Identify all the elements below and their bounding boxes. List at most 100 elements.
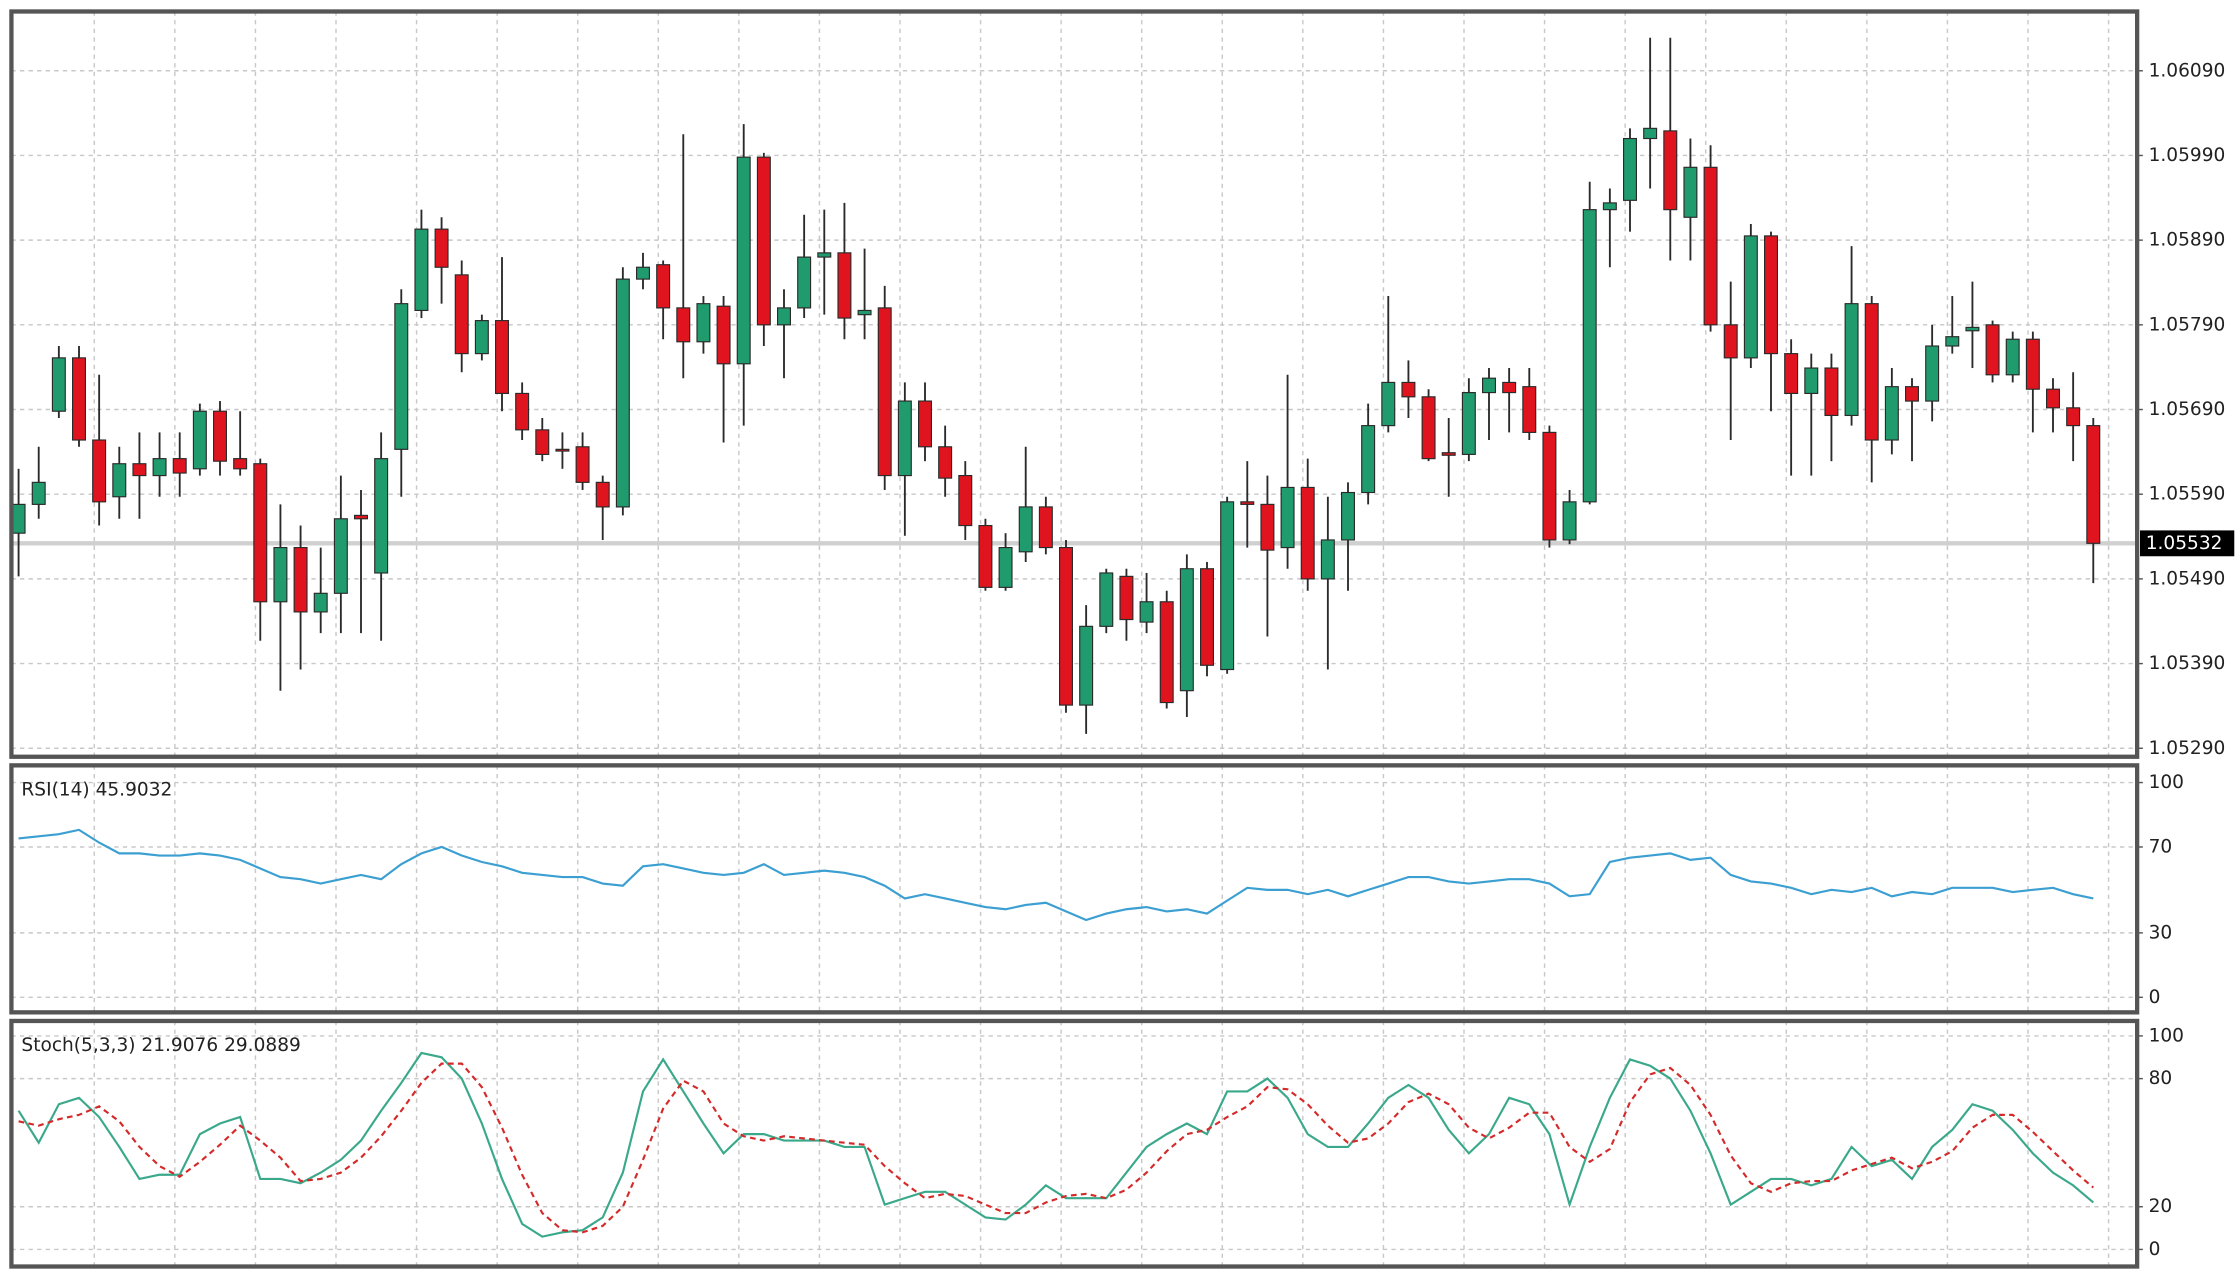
- candle-body: [1079, 625, 1094, 706]
- candle-body: [1763, 235, 1778, 355]
- candle-body: [918, 400, 932, 448]
- marks-layer: [11, 37, 2101, 1238]
- candle-body: [1381, 381, 1396, 427]
- candle-body: [2066, 407, 2081, 427]
- candle-body: [293, 546, 308, 613]
- candle-body: [1502, 381, 1517, 394]
- candle-body: [857, 309, 872, 316]
- candle-body: [716, 305, 731, 365]
- candle-body: [696, 303, 711, 343]
- candle-body: [2045, 388, 2060, 409]
- y-tick-label: 70: [2149, 836, 2173, 857]
- candle-body: [1038, 506, 1053, 549]
- candle-body: [676, 307, 691, 343]
- candle-body: [515, 392, 530, 431]
- candle-body: [1784, 353, 1799, 395]
- candle-body: [1542, 431, 1557, 541]
- candle-body: [414, 228, 429, 312]
- candle-body: [1461, 392, 1476, 455]
- candle-body: [1884, 386, 1899, 441]
- candle-body: [1280, 486, 1295, 549]
- stoch-panel: [9, 1018, 2140, 1269]
- y-tick-label: 1.06090: [2149, 60, 2226, 81]
- y-tick-label: 1.05790: [2149, 314, 2226, 335]
- candle-body: [1320, 539, 1335, 580]
- candle-body: [253, 463, 268, 603]
- candle-body: [2005, 338, 2020, 376]
- y-tick-label: 1.05290: [2149, 738, 2226, 759]
- candle-body: [1925, 345, 1940, 402]
- candle-body: [1703, 166, 1718, 326]
- candle-body: [1139, 601, 1154, 623]
- candle-body: [1361, 425, 1376, 494]
- candle-body: [454, 274, 469, 355]
- candle-body: [1200, 568, 1215, 666]
- candle-body: [2025, 338, 2040, 390]
- candle-body: [656, 264, 671, 309]
- candle-body: [1985, 324, 2000, 376]
- candle-body: [1602, 202, 1617, 211]
- rsi-panel: [9, 763, 2140, 1015]
- candle-body: [1864, 303, 1879, 441]
- candle-body: [51, 357, 66, 412]
- labels-layer: 1.05290 1.05390 1.05490 1.05590 1.05690 1.057…: [2137, 60, 2235, 1260]
- candle-body: [1482, 377, 1497, 394]
- y-tick-label: 0: [2149, 987, 2161, 1008]
- indicator-line: [18, 1062, 2094, 1234]
- candle-body: [1159, 601, 1174, 704]
- candle-body: [535, 429, 550, 455]
- candle-body: [1179, 568, 1194, 692]
- price-panel: [9, 9, 2140, 759]
- candle-body: [1683, 166, 1698, 218]
- last-price-box: [2140, 530, 2235, 557]
- candle-body: [1663, 130, 1678, 211]
- candle-body: [1723, 324, 1738, 359]
- y-tick-label: 1.05390: [2149, 653, 2226, 674]
- y-tick-label: 100: [2149, 1025, 2184, 1046]
- candle-body: [1562, 501, 1577, 541]
- candle-body: [1260, 503, 1275, 551]
- y-tick-label: 1.05490: [2149, 568, 2226, 589]
- candle-body: [494, 320, 509, 395]
- candle-body: [776, 307, 791, 326]
- candle-body: [474, 320, 489, 355]
- y-tick-label: 80: [2149, 1068, 2173, 1089]
- candle-body: [434, 228, 449, 268]
- candle-body: [1059, 546, 1074, 706]
- candle-body: [817, 252, 832, 258]
- candle-body: [1965, 326, 1980, 332]
- candle-body: [172, 458, 187, 474]
- candle-body: [394, 303, 409, 450]
- candle-body: [1401, 381, 1416, 398]
- candle-body: [555, 448, 570, 452]
- candle-body: [1340, 491, 1355, 541]
- candle-body: [1623, 137, 1637, 201]
- stoch-title: Stoch(5,3,3) 21.9076 29.0889: [21, 1035, 300, 1056]
- candle-body: [374, 458, 389, 574]
- candle-body: [736, 156, 751, 365]
- candle-body: [1804, 367, 1819, 395]
- y-tick-label: 1.05690: [2149, 399, 2226, 420]
- candle-body: [897, 400, 912, 477]
- y-tick-label: 1.05990: [2149, 145, 2226, 166]
- candle-body: [313, 592, 328, 613]
- candle-body: [1824, 367, 1839, 417]
- candle-body: [615, 278, 630, 508]
- candle-body: [978, 524, 993, 588]
- candle-body: [1240, 501, 1255, 505]
- candle-body: [192, 410, 207, 470]
- indicator-line: [18, 828, 2094, 922]
- candle-body: [152, 458, 167, 477]
- candle-body: [1018, 506, 1033, 553]
- candle-body: [92, 439, 107, 503]
- candle-body: [1421, 396, 1436, 460]
- candle-body: [1905, 386, 1920, 402]
- y-tick-label: 20: [2149, 1196, 2173, 1217]
- y-tick-label: 30: [2149, 922, 2173, 943]
- candle-body: [1220, 501, 1235, 671]
- y-tick-label: 100: [2149, 772, 2184, 793]
- y-tick-label: 1.05590: [2149, 484, 2226, 505]
